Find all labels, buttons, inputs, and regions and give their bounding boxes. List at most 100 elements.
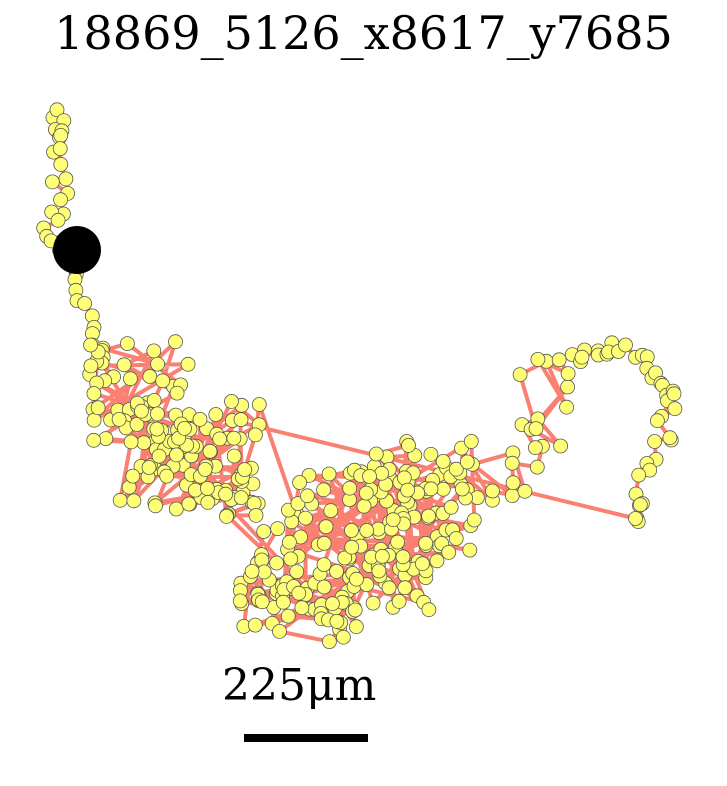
track-points <box>36 102 683 649</box>
track-point <box>362 468 377 484</box>
track-point <box>666 386 682 402</box>
track-point <box>316 557 332 572</box>
track-point <box>86 432 102 448</box>
track-point <box>628 511 643 526</box>
track-point <box>251 397 267 412</box>
track-point <box>129 416 145 432</box>
track-point <box>466 512 482 528</box>
track-point <box>528 440 543 456</box>
track-point <box>632 497 648 513</box>
track-point <box>356 498 372 514</box>
track-point <box>662 430 678 446</box>
track-point <box>45 174 60 190</box>
track-point <box>316 482 332 498</box>
track-point <box>270 521 286 536</box>
track-point <box>125 468 141 484</box>
track-point <box>111 411 127 427</box>
track-point <box>168 501 184 517</box>
track-point <box>329 564 344 579</box>
track-point <box>374 548 390 564</box>
track-point <box>371 563 387 579</box>
track-point <box>141 460 157 475</box>
track-point <box>335 629 351 645</box>
track-point <box>631 467 647 483</box>
track-point <box>146 343 162 359</box>
track-point <box>149 421 165 437</box>
track-point <box>299 488 315 504</box>
track-point <box>448 531 464 546</box>
track-point <box>390 534 406 550</box>
track-point <box>122 371 138 387</box>
track-point <box>202 443 218 459</box>
track-point <box>283 551 299 567</box>
track-point <box>329 614 345 629</box>
track-point <box>254 552 270 568</box>
track-point <box>421 508 437 524</box>
track-point <box>237 462 253 478</box>
track-point <box>146 392 162 408</box>
track-point <box>459 454 475 470</box>
track-point <box>441 545 457 560</box>
track-point <box>86 412 102 428</box>
track-point <box>58 171 74 187</box>
track-point <box>77 296 92 311</box>
track-point <box>272 624 287 639</box>
track-point <box>181 496 197 512</box>
track-point <box>52 141 68 157</box>
track-point <box>247 427 263 443</box>
track-point <box>512 367 528 383</box>
track-point <box>347 602 363 618</box>
track-point <box>244 564 260 579</box>
track-point <box>149 406 165 422</box>
track-point <box>321 466 337 482</box>
track-point <box>151 448 167 464</box>
track-point <box>316 535 332 551</box>
track-point <box>83 358 99 374</box>
track-point <box>321 634 337 649</box>
track-point <box>254 594 270 610</box>
track-point <box>233 490 249 506</box>
track-point <box>529 459 545 475</box>
track-point <box>256 524 272 539</box>
track-point <box>400 482 416 498</box>
track-point <box>423 481 439 497</box>
track-point <box>560 366 576 382</box>
track-point <box>197 461 213 477</box>
track-point <box>275 594 291 610</box>
track-point <box>294 600 310 616</box>
track-point <box>112 492 128 508</box>
track-point <box>368 446 384 462</box>
track-point <box>618 337 633 353</box>
track-point <box>53 192 68 208</box>
track-point <box>349 571 364 587</box>
track-point <box>169 385 185 401</box>
track-point <box>200 494 216 510</box>
track-point <box>142 369 158 384</box>
track-point <box>435 453 451 469</box>
track-point <box>232 593 248 609</box>
track-point <box>504 455 520 471</box>
track-point <box>148 498 163 514</box>
track-point <box>344 523 359 538</box>
track-point <box>485 483 500 499</box>
track-point <box>344 539 360 555</box>
track-point <box>224 393 239 409</box>
track-point <box>318 519 334 535</box>
track-point <box>414 556 430 572</box>
track-point <box>337 550 353 566</box>
track-point <box>323 503 339 519</box>
track-point <box>448 461 464 477</box>
track-point <box>168 334 183 350</box>
track-point <box>395 549 411 565</box>
track-point <box>667 401 683 417</box>
track-point <box>560 379 575 395</box>
track-line <box>41 107 677 644</box>
track-point <box>342 480 358 496</box>
track-point <box>385 512 401 528</box>
track-point <box>358 485 374 501</box>
track-point <box>421 602 437 618</box>
track-point <box>374 465 390 481</box>
track-point <box>126 493 142 509</box>
track-point <box>133 403 149 419</box>
